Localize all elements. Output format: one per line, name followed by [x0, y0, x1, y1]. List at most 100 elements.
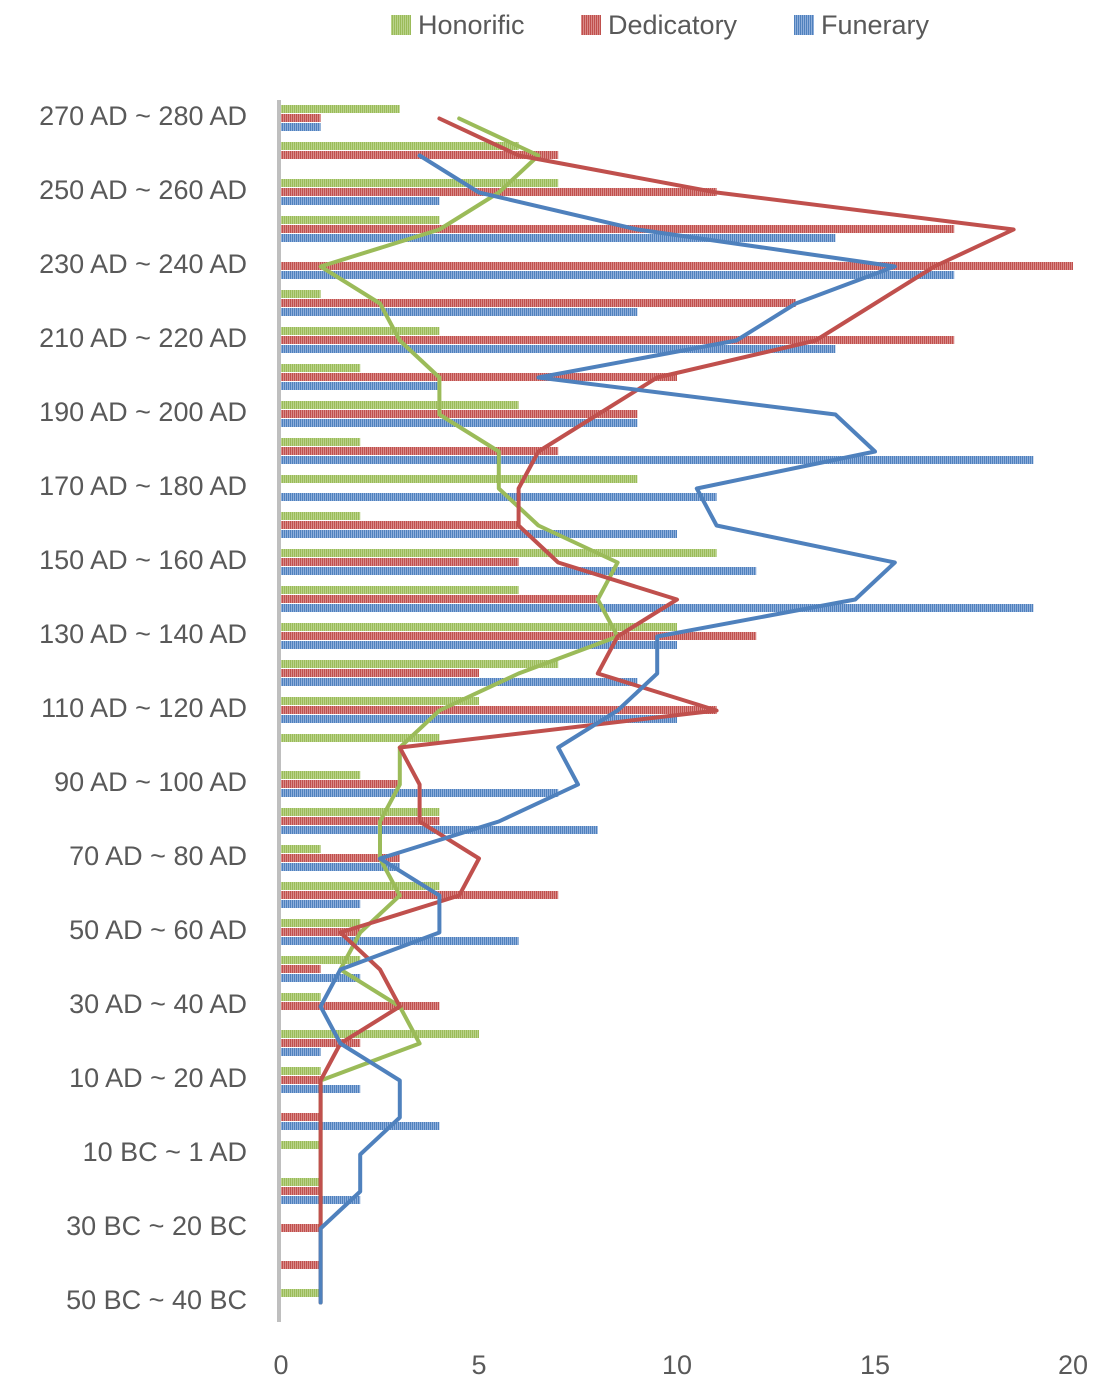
- bar-funerary-140-ad-150-ad: [281, 604, 1034, 612]
- bar-dedicatory-120-ad-130-ad: [281, 669, 479, 677]
- category-tick-label: 90 AD ~ 100 AD: [54, 767, 247, 797]
- category-tick-labels: 270 AD ~ 280 AD 250 AD ~ 260 AD 230 AD ~ 2…: [39, 101, 247, 1315]
- category-tick-label: 190 AD ~ 200 AD: [39, 397, 247, 427]
- category-tick-label: 70 AD ~ 80 AD: [69, 841, 247, 871]
- value-tick-label: 10: [662, 1350, 692, 1380]
- bar-dedicatory-1-ad-10-ad: [281, 1113, 321, 1121]
- bar-honorific-60-ad-70-ad: [281, 882, 440, 890]
- bar-dedicatory-180-ad-190-ad: [281, 447, 559, 455]
- bar-dedicatory-20-bc-10-bc: [281, 1187, 321, 1195]
- bar-dedicatory-230-ad-240-ad: [281, 262, 1073, 270]
- category-tick-label: 170 AD ~ 180 AD: [39, 471, 247, 501]
- bar-dedicatory-140-ad-150-ad: [281, 595, 598, 603]
- bar-dedicatory-190-ad-200-ad: [281, 410, 638, 418]
- bar-dedicatory-40-ad-50-ad: [281, 965, 321, 973]
- legend-swatch-honorific: [391, 15, 411, 35]
- bar-honorific-270-ad-280-ad: [281, 105, 400, 113]
- bar-honorific-100-ad-110-ad: [281, 734, 440, 742]
- legend-label-dedicatory: Dedicatory: [608, 10, 738, 40]
- bar-funerary-110-ad-120-ad: [281, 715, 677, 723]
- bar-funerary-80-ad-90-ad: [281, 826, 598, 834]
- bar-honorific-50-ad-60-ad: [281, 919, 361, 927]
- legend: Honorific Dedicatory Funerary: [391, 10, 930, 40]
- trend-line-dedicatory: [318, 116, 1016, 1305]
- bar-funerary-70-ad-80-ad: [281, 863, 400, 871]
- bar-dedicatory-210-ad-220-ad: [281, 336, 955, 344]
- legend-item-honorific: Honorific: [391, 10, 525, 40]
- bar-honorific-240-ad-250-ad: [281, 216, 440, 224]
- bar-funerary-210-ad-220-ad: [281, 345, 836, 353]
- bar-honorific-20-ad-30-ad: [281, 1030, 479, 1038]
- category-tick-label: 50 AD ~ 60 AD: [69, 915, 247, 945]
- bar-honorific-120-ad-130-ad: [281, 660, 559, 668]
- bar-honorific-190-ad-200-ad: [281, 401, 519, 409]
- value-tick-label: 5: [471, 1350, 486, 1380]
- legend-item-dedicatory: Dedicatory: [581, 10, 738, 40]
- value-tick-label: 20: [1058, 1350, 1088, 1380]
- bar-dedicatory-30-ad-40-ad: [281, 1002, 440, 1010]
- bar-honorific-150-ad-160-ad: [281, 549, 717, 557]
- bar-funerary-240-ad-250-ad: [281, 234, 836, 242]
- category-tick-label: 210 AD ~ 220 AD: [39, 323, 247, 353]
- bar-honorific-170-ad-180-ad: [281, 475, 638, 483]
- bar-honorific-220-ad-230-ad: [281, 290, 321, 298]
- bar-dedicatory-130-ad-140-ad: [281, 632, 757, 640]
- value-tick-label: 15: [860, 1350, 890, 1380]
- bar-dedicatory-10-ad-20-ad: [281, 1076, 321, 1084]
- category-tick-label: 270 AD ~ 280 AD: [39, 101, 247, 131]
- bar-dedicatory-20-ad-30-ad: [281, 1039, 361, 1047]
- bar-funerary-130-ad-140-ad: [281, 641, 677, 649]
- category-tick-label: 30 BC ~ 20 BC: [66, 1211, 247, 1241]
- bar-honorific-130-ad-140-ad: [281, 623, 677, 631]
- category-tick-label: 10 AD ~ 20 AD: [69, 1063, 247, 1093]
- bar-dedicatory-40-bc-30-bc: [281, 1261, 321, 1269]
- category-tick-label: 10 BC ~ 1 AD: [83, 1137, 247, 1167]
- category-tick-label: 30 AD ~ 40 AD: [69, 989, 247, 1019]
- bar-honorific-110-ad-120-ad: [281, 697, 479, 705]
- bar-dedicatory-90-ad-100-ad: [281, 780, 400, 788]
- bar-dedicatory-240-ad-250-ad: [281, 225, 955, 233]
- bar-funerary-250-ad-260-ad: [281, 197, 440, 205]
- bar-honorific-250-ad-260-ad: [281, 179, 559, 187]
- category-tick-label: 110 AD ~ 120 AD: [41, 693, 247, 723]
- category-tick-label: 150 AD ~ 160 AD: [39, 545, 247, 575]
- bar-dedicatory-150-ad-160-ad: [281, 558, 519, 566]
- bar-honorific-80-ad-90-ad: [281, 808, 440, 816]
- bar-honorific-20-bc-10-bc: [281, 1178, 321, 1186]
- bar-funerary-160-ad-170-ad: [281, 530, 677, 538]
- bar-honorific-50-bc-40-bc: [281, 1289, 321, 1297]
- bar-dedicatory-160-ad-170-ad: [281, 521, 519, 529]
- legend-label-honorific: Honorific: [418, 10, 525, 40]
- category-tick-label: 250 AD ~ 260 AD: [39, 175, 247, 205]
- bar-funerary-60-ad-70-ad: [281, 900, 361, 908]
- bar-dedicatory-30-bc-20-bc: [281, 1224, 321, 1232]
- bar-honorific-90-ad-100-ad: [281, 771, 361, 779]
- bar-dedicatory-270-ad-280-ad: [281, 114, 321, 122]
- bar-funerary-50-ad-60-ad: [281, 937, 519, 945]
- bar-honorific-40-ad-50-ad: [281, 956, 361, 964]
- bar-dedicatory-200-ad-210-ad: [281, 373, 677, 381]
- bar-funerary-40-ad-50-ad: [281, 974, 361, 982]
- bar-honorific-10-bc-1-ad: [281, 1141, 321, 1149]
- trend-lines-layer: [318, 116, 1016, 1305]
- bar-honorific-200-ad-210-ad: [281, 364, 361, 372]
- category-tick-label: 130 AD ~ 140 AD: [39, 619, 247, 649]
- bar-honorific-260-ad-270-ad: [281, 142, 519, 150]
- category-tick-label: 50 BC ~ 40 BC: [66, 1285, 247, 1315]
- bar-funerary-170-ad-180-ad: [281, 493, 717, 501]
- legend-swatch-funerary: [794, 15, 814, 35]
- value-tick-label: 0: [273, 1350, 288, 1380]
- bar-honorific-180-ad-190-ad: [281, 438, 361, 446]
- bar-dedicatory-60-ad-70-ad: [281, 891, 559, 899]
- bar-funerary-180-ad-190-ad: [281, 456, 1034, 464]
- trend-line-funerary: [318, 153, 897, 1305]
- bar-funerary-120-ad-130-ad: [281, 678, 638, 686]
- bar-funerary-220-ad-230-ad: [281, 308, 638, 316]
- bar-honorific-30-ad-40-ad: [281, 993, 321, 1001]
- bar-funerary-20-ad-30-ad: [281, 1048, 321, 1056]
- bars-layer: [281, 105, 1073, 1297]
- bar-funerary-270-ad-280-ad: [281, 123, 321, 131]
- bar-honorific-10-ad-20-ad: [281, 1067, 321, 1075]
- bar-funerary-1-ad-10-ad: [281, 1122, 440, 1130]
